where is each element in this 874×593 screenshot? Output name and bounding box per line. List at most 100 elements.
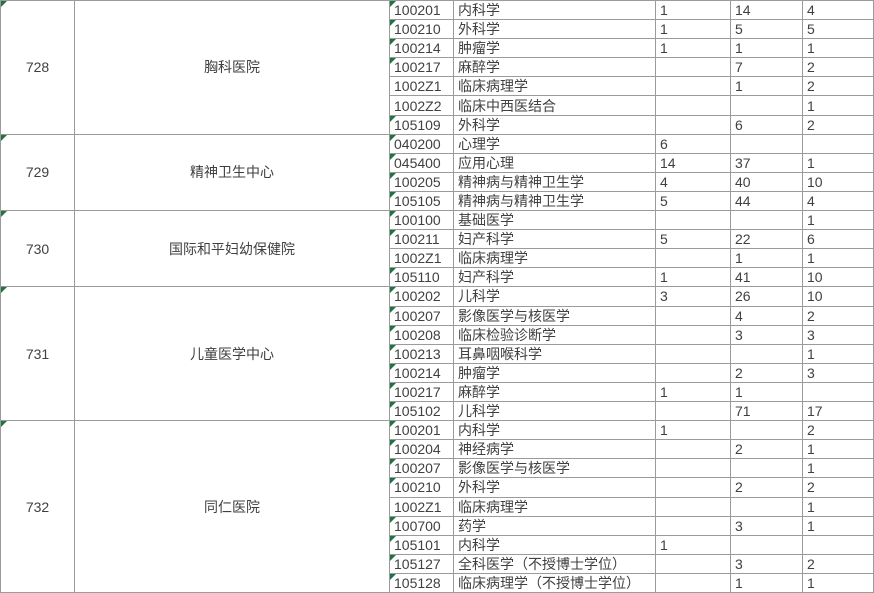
value1-cell[interactable]: 5 bbox=[656, 230, 731, 250]
subject-cell[interactable]: 临床病理学 bbox=[454, 77, 656, 97]
value1-cell[interactable]: 1 bbox=[656, 535, 731, 555]
hospital-name-cell[interactable]: 胸科医院 bbox=[75, 1, 390, 135]
value2-cell[interactable]: 71 bbox=[731, 402, 803, 422]
value2-cell[interactable]: 1 bbox=[731, 573, 803, 593]
subject-cell[interactable]: 临床病理学 bbox=[454, 497, 656, 517]
value1-cell[interactable] bbox=[656, 554, 731, 574]
value3-cell[interactable] bbox=[803, 134, 874, 154]
subject-cell[interactable]: 麻醉学 bbox=[454, 382, 656, 403]
value1-cell[interactable]: 5 bbox=[656, 191, 731, 212]
subject-cell[interactable]: 儿科学 bbox=[454, 402, 656, 422]
code-cell[interactable]: 105110 bbox=[390, 268, 454, 288]
subject-cell[interactable]: 神经病学 bbox=[454, 440, 656, 460]
code-cell[interactable]: 105127 bbox=[390, 554, 454, 574]
value3-cell[interactable]: 2 bbox=[803, 554, 874, 574]
value2-cell[interactable]: 26 bbox=[731, 287, 803, 307]
subject-cell[interactable]: 精神病与精神卫生学 bbox=[454, 172, 656, 192]
code-cell[interactable]: 100213 bbox=[390, 344, 454, 364]
value2-cell[interactable] bbox=[731, 497, 803, 517]
value1-cell[interactable]: 1 bbox=[656, 421, 731, 441]
value1-cell[interactable] bbox=[656, 77, 731, 97]
value3-cell[interactable] bbox=[803, 535, 874, 555]
value3-cell[interactable]: 1 bbox=[803, 516, 874, 536]
subject-cell[interactable]: 临床病理学 bbox=[454, 249, 656, 269]
value3-cell[interactable]: 1 bbox=[803, 573, 874, 593]
value2-cell[interactable]: 3 bbox=[731, 516, 803, 536]
code-cell[interactable]: 100214 bbox=[390, 363, 454, 383]
subject-cell[interactable]: 全科医学（不授博士学位） bbox=[454, 554, 656, 574]
value2-cell[interactable] bbox=[731, 535, 803, 555]
value1-cell[interactable] bbox=[656, 459, 731, 479]
subject-cell[interactable]: 应用心理 bbox=[454, 153, 656, 173]
value3-cell[interactable]: 1 bbox=[803, 96, 874, 116]
value1-cell[interactable]: 6 bbox=[656, 134, 731, 154]
code-cell[interactable]: 100100 bbox=[390, 211, 454, 231]
hospital-id-cell[interactable]: 730 bbox=[1, 211, 75, 288]
subject-cell[interactable]: 基础医学 bbox=[454, 211, 656, 231]
hospital-name-cell[interactable]: 儿童医学中心 bbox=[75, 287, 390, 422]
value2-cell[interactable]: 1 bbox=[731, 382, 803, 403]
subject-cell[interactable]: 耳鼻咽喉科学 bbox=[454, 344, 656, 364]
value3-cell[interactable]: 2 bbox=[803, 58, 874, 78]
value1-cell[interactable] bbox=[656, 211, 731, 231]
value3-cell[interactable]: 1 bbox=[803, 440, 874, 460]
subject-cell[interactable]: 内科学 bbox=[454, 1, 656, 21]
value2-cell[interactable] bbox=[731, 459, 803, 479]
value3-cell[interactable]: 4 bbox=[803, 1, 874, 21]
subject-cell[interactable]: 药学 bbox=[454, 516, 656, 536]
code-cell[interactable]: 100700 bbox=[390, 516, 454, 536]
value1-cell[interactable]: 1 bbox=[656, 382, 731, 403]
value3-cell[interactable]: 2 bbox=[803, 77, 874, 97]
value2-cell[interactable] bbox=[731, 211, 803, 231]
value1-cell[interactable]: 1 bbox=[656, 39, 731, 59]
code-cell[interactable]: 100201 bbox=[390, 421, 454, 441]
value3-cell[interactable]: 10 bbox=[803, 287, 874, 307]
value3-cell[interactable]: 1 bbox=[803, 459, 874, 479]
value3-cell[interactable]: 2 bbox=[803, 115, 874, 135]
value3-cell[interactable]: 3 bbox=[803, 363, 874, 383]
value1-cell[interactable] bbox=[656, 96, 731, 116]
subject-cell[interactable]: 肿瘤学 bbox=[454, 39, 656, 59]
value2-cell[interactable]: 1 bbox=[731, 39, 803, 59]
hospital-name-cell[interactable]: 精神卫生中心 bbox=[75, 134, 390, 212]
value2-cell[interactable]: 2 bbox=[731, 440, 803, 460]
value1-cell[interactable]: 4 bbox=[656, 172, 731, 192]
value1-cell[interactable] bbox=[656, 249, 731, 269]
value3-cell[interactable]: 1 bbox=[803, 153, 874, 173]
code-cell[interactable]: 100204 bbox=[390, 440, 454, 460]
subject-cell[interactable]: 内科学 bbox=[454, 421, 656, 441]
value3-cell[interactable]: 3 bbox=[803, 325, 874, 345]
value1-cell[interactable]: 14 bbox=[656, 153, 731, 173]
subject-cell[interactable]: 临床病理学（不授博士学位） bbox=[454, 573, 656, 593]
subject-cell[interactable]: 肿瘤学 bbox=[454, 363, 656, 383]
value3-cell[interactable]: 5 bbox=[803, 20, 874, 40]
value1-cell[interactable]: 1 bbox=[656, 20, 731, 40]
subject-cell[interactable]: 心理学 bbox=[454, 134, 656, 154]
code-cell[interactable]: 105102 bbox=[390, 402, 454, 422]
value1-cell[interactable] bbox=[656, 325, 731, 345]
value2-cell[interactable] bbox=[731, 134, 803, 154]
code-cell[interactable]: 045400 bbox=[390, 153, 454, 173]
value1-cell[interactable] bbox=[656, 478, 731, 498]
value1-cell[interactable] bbox=[656, 440, 731, 460]
subject-cell[interactable]: 外科学 bbox=[454, 115, 656, 135]
subject-cell[interactable]: 精神病与精神卫生学 bbox=[454, 191, 656, 212]
code-cell[interactable]: 100214 bbox=[390, 39, 454, 59]
code-cell[interactable]: 105105 bbox=[390, 191, 454, 212]
value3-cell[interactable]: 1 bbox=[803, 497, 874, 517]
subject-cell[interactable]: 妇产科学 bbox=[454, 268, 656, 288]
code-cell[interactable]: 105101 bbox=[390, 535, 454, 555]
value2-cell[interactable]: 6 bbox=[731, 115, 803, 135]
subject-cell[interactable]: 外科学 bbox=[454, 478, 656, 498]
value2-cell[interactable]: 2 bbox=[731, 478, 803, 498]
value2-cell[interactable]: 22 bbox=[731, 230, 803, 250]
value2-cell[interactable] bbox=[731, 344, 803, 364]
value1-cell[interactable] bbox=[656, 306, 731, 326]
value2-cell[interactable]: 1 bbox=[731, 77, 803, 97]
value1-cell[interactable] bbox=[656, 516, 731, 536]
subject-cell[interactable]: 影像医学与核医学 bbox=[454, 459, 656, 479]
value3-cell[interactable]: 2 bbox=[803, 478, 874, 498]
value1-cell[interactable] bbox=[656, 115, 731, 135]
value2-cell[interactable]: 40 bbox=[731, 172, 803, 192]
value3-cell[interactable]: 1 bbox=[803, 39, 874, 59]
